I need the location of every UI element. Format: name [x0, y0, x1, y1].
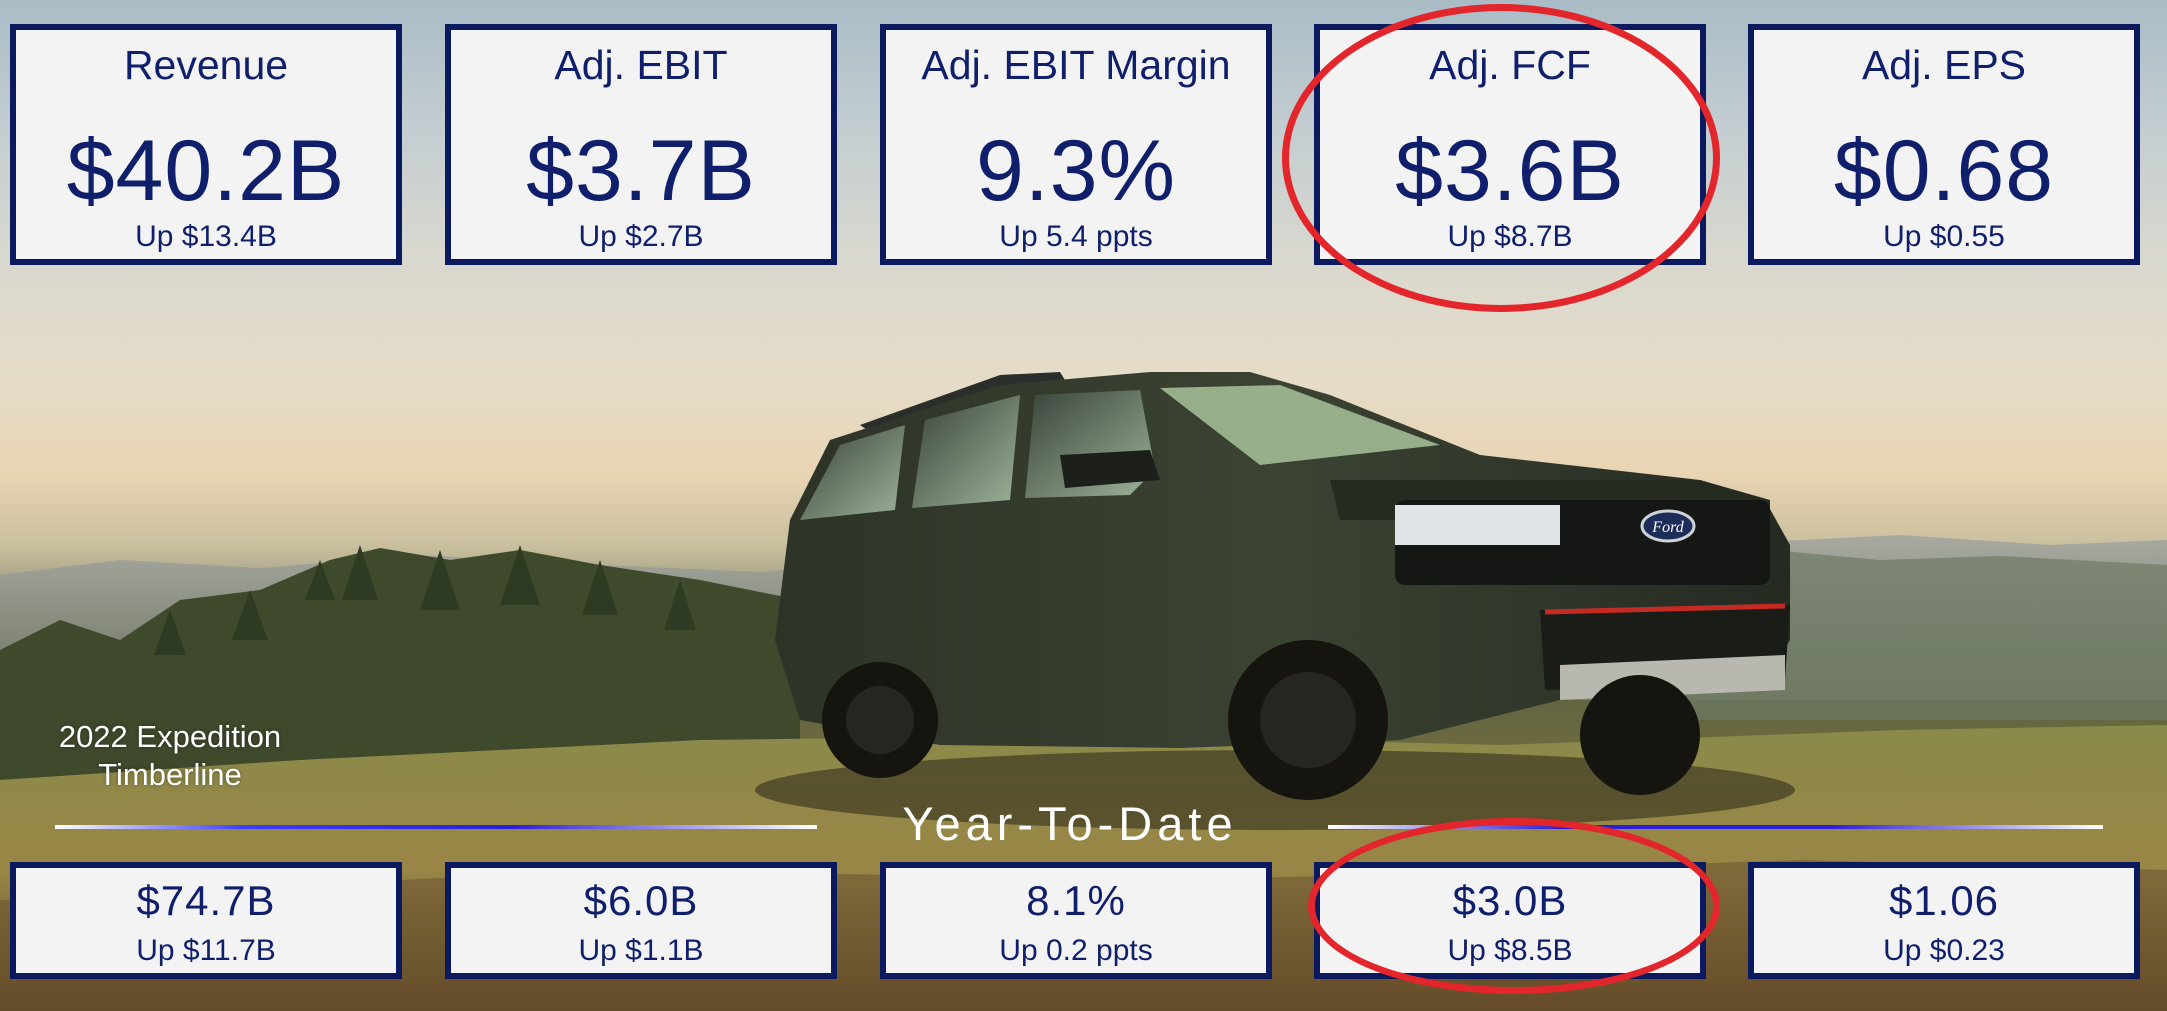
- metric-value: 8.1%: [1026, 877, 1126, 924]
- metric-delta: Up 5.4 ppts: [999, 220, 1153, 253]
- ytd-fcf-highlight-circle: [1308, 818, 1720, 994]
- caption-line-1: 2022 Expedition: [58, 719, 282, 754]
- metric-label: Adj. EBIT: [554, 42, 728, 88]
- suv-illustration: Ford: [755, 372, 1795, 830]
- metric-value: $6.0B: [583, 877, 699, 924]
- metric-delta: Up $11.7B: [136, 934, 276, 967]
- quarter-adj-ebit-margin-card: Adj. EBIT Margin 9.3% Up 5.4 ppts: [880, 24, 1272, 265]
- caption-line-2: Timberline: [98, 757, 242, 792]
- ytd-divider-right: [1328, 825, 2103, 829]
- fcf-highlight-circle: [1282, 4, 1720, 312]
- metric-value: 9.3%: [975, 123, 1177, 219]
- metric-value: $3.7B: [526, 123, 756, 219]
- ytd-adj-eps-card: $1.06 Up $0.23: [1748, 862, 2140, 979]
- metric-delta: Up $1.1B: [578, 934, 704, 967]
- metric-value: $0.68: [1833, 123, 2055, 219]
- metric-delta: Up $13.4B: [135, 220, 277, 253]
- metric-value: $40.2B: [66, 123, 346, 219]
- metric-delta: Up $0.55: [1883, 220, 2005, 253]
- metric-value: $1.06: [1888, 877, 2000, 924]
- quarter-revenue-card: Revenue $40.2B Up $13.4B: [10, 24, 402, 265]
- metric-label: Revenue: [123, 42, 289, 88]
- ytd-adj-ebit-card: $6.0B Up $1.1B: [445, 862, 837, 979]
- ytd-adj-ebit-margin-card: 8.1% Up 0.2 ppts: [880, 862, 1272, 979]
- ytd-divider-left: [55, 825, 817, 829]
- metric-delta: Up $2.7B: [578, 220, 704, 253]
- metric-value: $74.7B: [136, 877, 276, 924]
- svg-text:Ford: Ford: [1651, 519, 1684, 536]
- quarter-adj-eps-card: Adj. EPS $0.68 Up $0.55: [1748, 24, 2140, 265]
- quarter-adj-ebit-card: Adj. EBIT $3.7B Up $2.7B: [445, 24, 837, 265]
- ytd-heading: Year-To-Date: [902, 797, 1238, 850]
- vehicle-caption: 2022 Expedition Timberline: [40, 718, 300, 794]
- metric-delta: Up 0.2 ppts: [999, 934, 1153, 967]
- ytd-revenue-card: $74.7B Up $11.7B: [10, 862, 402, 979]
- metric-label: Adj. EBIT Margin: [921, 42, 1231, 88]
- metric-label: Adj. EPS: [1861, 42, 2027, 88]
- metric-delta: Up $0.23: [1883, 934, 2005, 967]
